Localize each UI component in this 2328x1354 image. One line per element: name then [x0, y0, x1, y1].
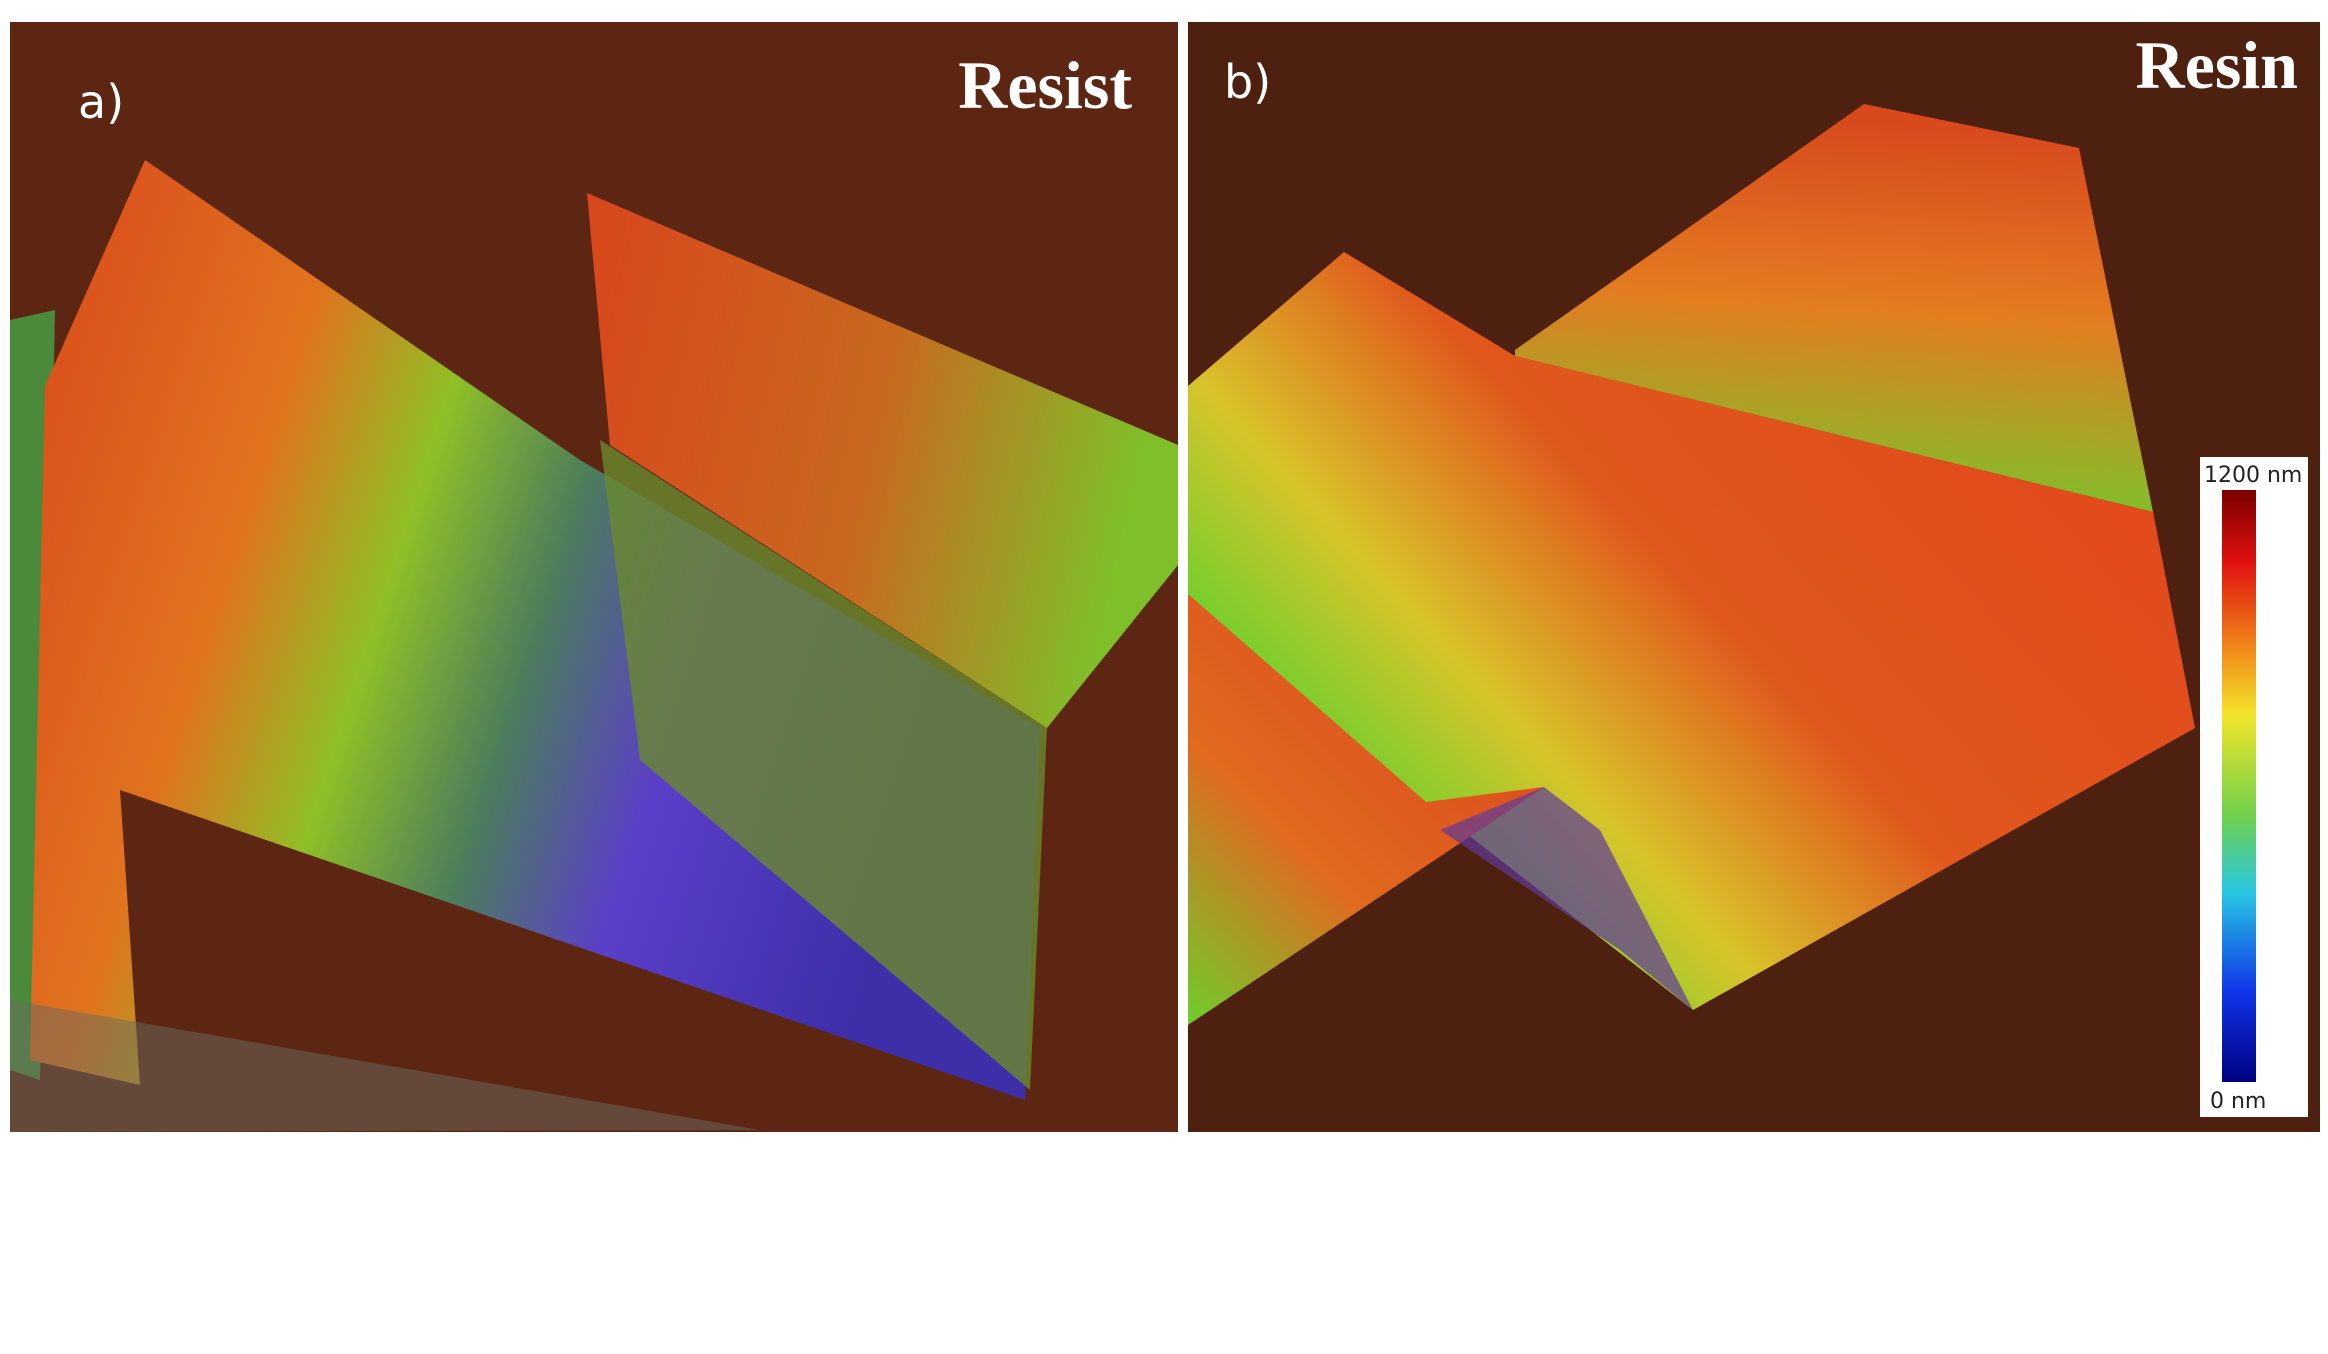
- surface-edge: [10, 1000, 760, 1132]
- surface: [1188, 594, 1544, 1025]
- surface-wall: [600, 440, 1047, 1090]
- colorbar-max-label: 1200 nm: [2204, 463, 2302, 488]
- panel-b: b) Resin 1200 nm 0 nm: [1188, 22, 2320, 1132]
- colorbar: 1200 nm 0 nm: [2200, 457, 2308, 1117]
- panel-a: a) Resist: [10, 22, 1178, 1132]
- surface: [1515, 104, 2153, 512]
- surface-wall: [1440, 787, 1693, 1010]
- colorbar-min-label: 0 nm: [2210, 1089, 2266, 1114]
- panel-label: a): [78, 75, 124, 129]
- panel-label: b): [1224, 55, 1271, 109]
- surface: [587, 193, 1178, 728]
- surface: [1188, 252, 2195, 1010]
- panel-title: Resin: [2136, 27, 2298, 103]
- panel-title: Resist: [958, 47, 1132, 123]
- colorbar-scale: [2222, 490, 2256, 1082]
